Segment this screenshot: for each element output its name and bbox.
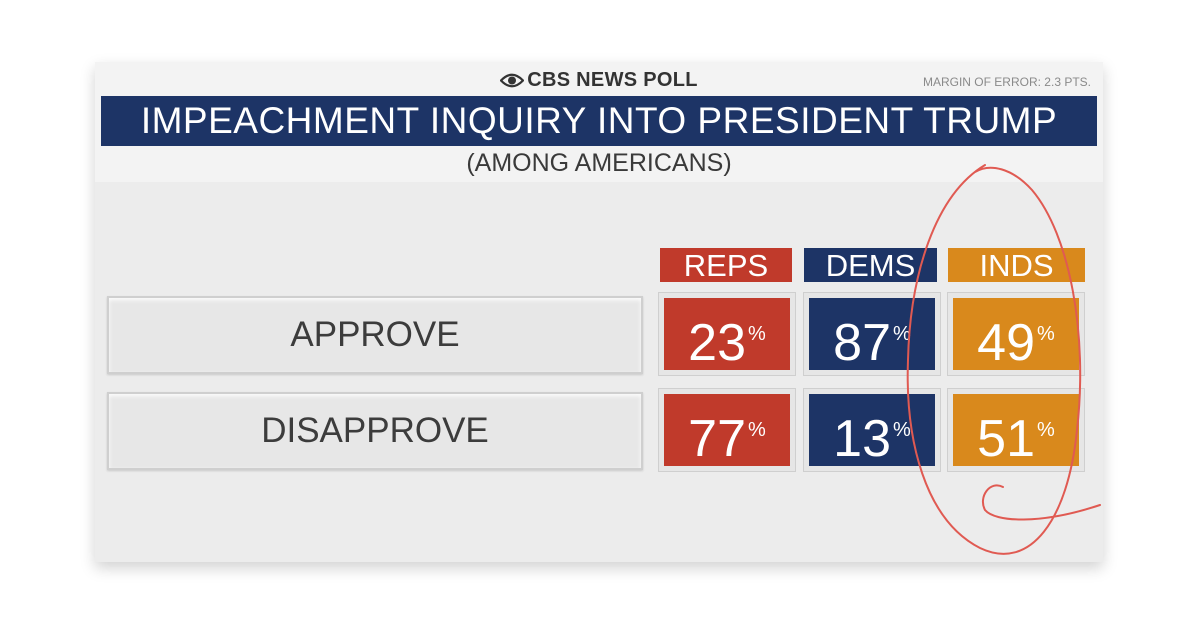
title-bar: IMPEACHMENT INQUIRY INTO PRESIDENT TRUMP — [101, 96, 1097, 146]
brand-line: CBS NEWS POLL — [95, 69, 1103, 92]
cell-frame-disapprove-inds: 51% — [947, 388, 1085, 472]
percent-sign: % — [893, 419, 911, 441]
chart-subtitle: (AMONG AMERICANS) — [466, 149, 732, 177]
percent-sign: % — [1037, 419, 1055, 441]
column-header-dems: DEMS — [804, 248, 937, 283]
value-number: 77 — [688, 410, 747, 468]
poll-card: CBS NEWS POLL MARGIN OF ERROR: 2.3 PTS. … — [95, 62, 1103, 562]
percent-sign: % — [748, 323, 766, 345]
cbs-eye-icon — [500, 73, 525, 88]
value-number: 51 — [977, 410, 1036, 468]
column-header-reps: REPS — [660, 248, 792, 283]
brand-text: CBS NEWS POLL — [527, 69, 698, 91]
annotation-stroke — [906, 164, 1101, 555]
row-label-disapprove: DISAPPROVE — [107, 392, 643, 470]
percent-sign: % — [893, 323, 911, 345]
cell-frame-disapprove-reps: 77% — [658, 388, 796, 472]
value-approve-dems: 87% — [809, 298, 935, 372]
value-disapprove-inds: 51% — [953, 394, 1079, 468]
percent-sign: % — [748, 419, 766, 441]
value-approve-reps: 23% — [664, 298, 790, 372]
chart-title: IMPEACHMENT INQUIRY INTO PRESIDENT TRUMP — [140, 100, 1058, 141]
row-label-approve: APPROVE — [107, 296, 643, 374]
percent-sign: % — [1037, 323, 1055, 345]
column-header-inds: INDS — [948, 248, 1085, 283]
cell-frame-approve-reps: 23% — [658, 292, 796, 376]
value-number: 23 — [688, 314, 747, 372]
value-number: 49 — [977, 314, 1036, 372]
cell-frame-approve-dems: 87% — [803, 292, 941, 376]
margin-of-error: MARGIN OF ERROR: 2.3 PTS. — [922, 75, 1091, 89]
cell-frame-approve-inds: 49% — [947, 292, 1085, 376]
value-disapprove-reps: 77% — [664, 394, 790, 468]
value-disapprove-dems: 13% — [809, 394, 935, 468]
value-number: 87 — [833, 314, 892, 372]
value-number: 13 — [833, 410, 892, 468]
value-approve-inds: 49% — [953, 298, 1079, 372]
